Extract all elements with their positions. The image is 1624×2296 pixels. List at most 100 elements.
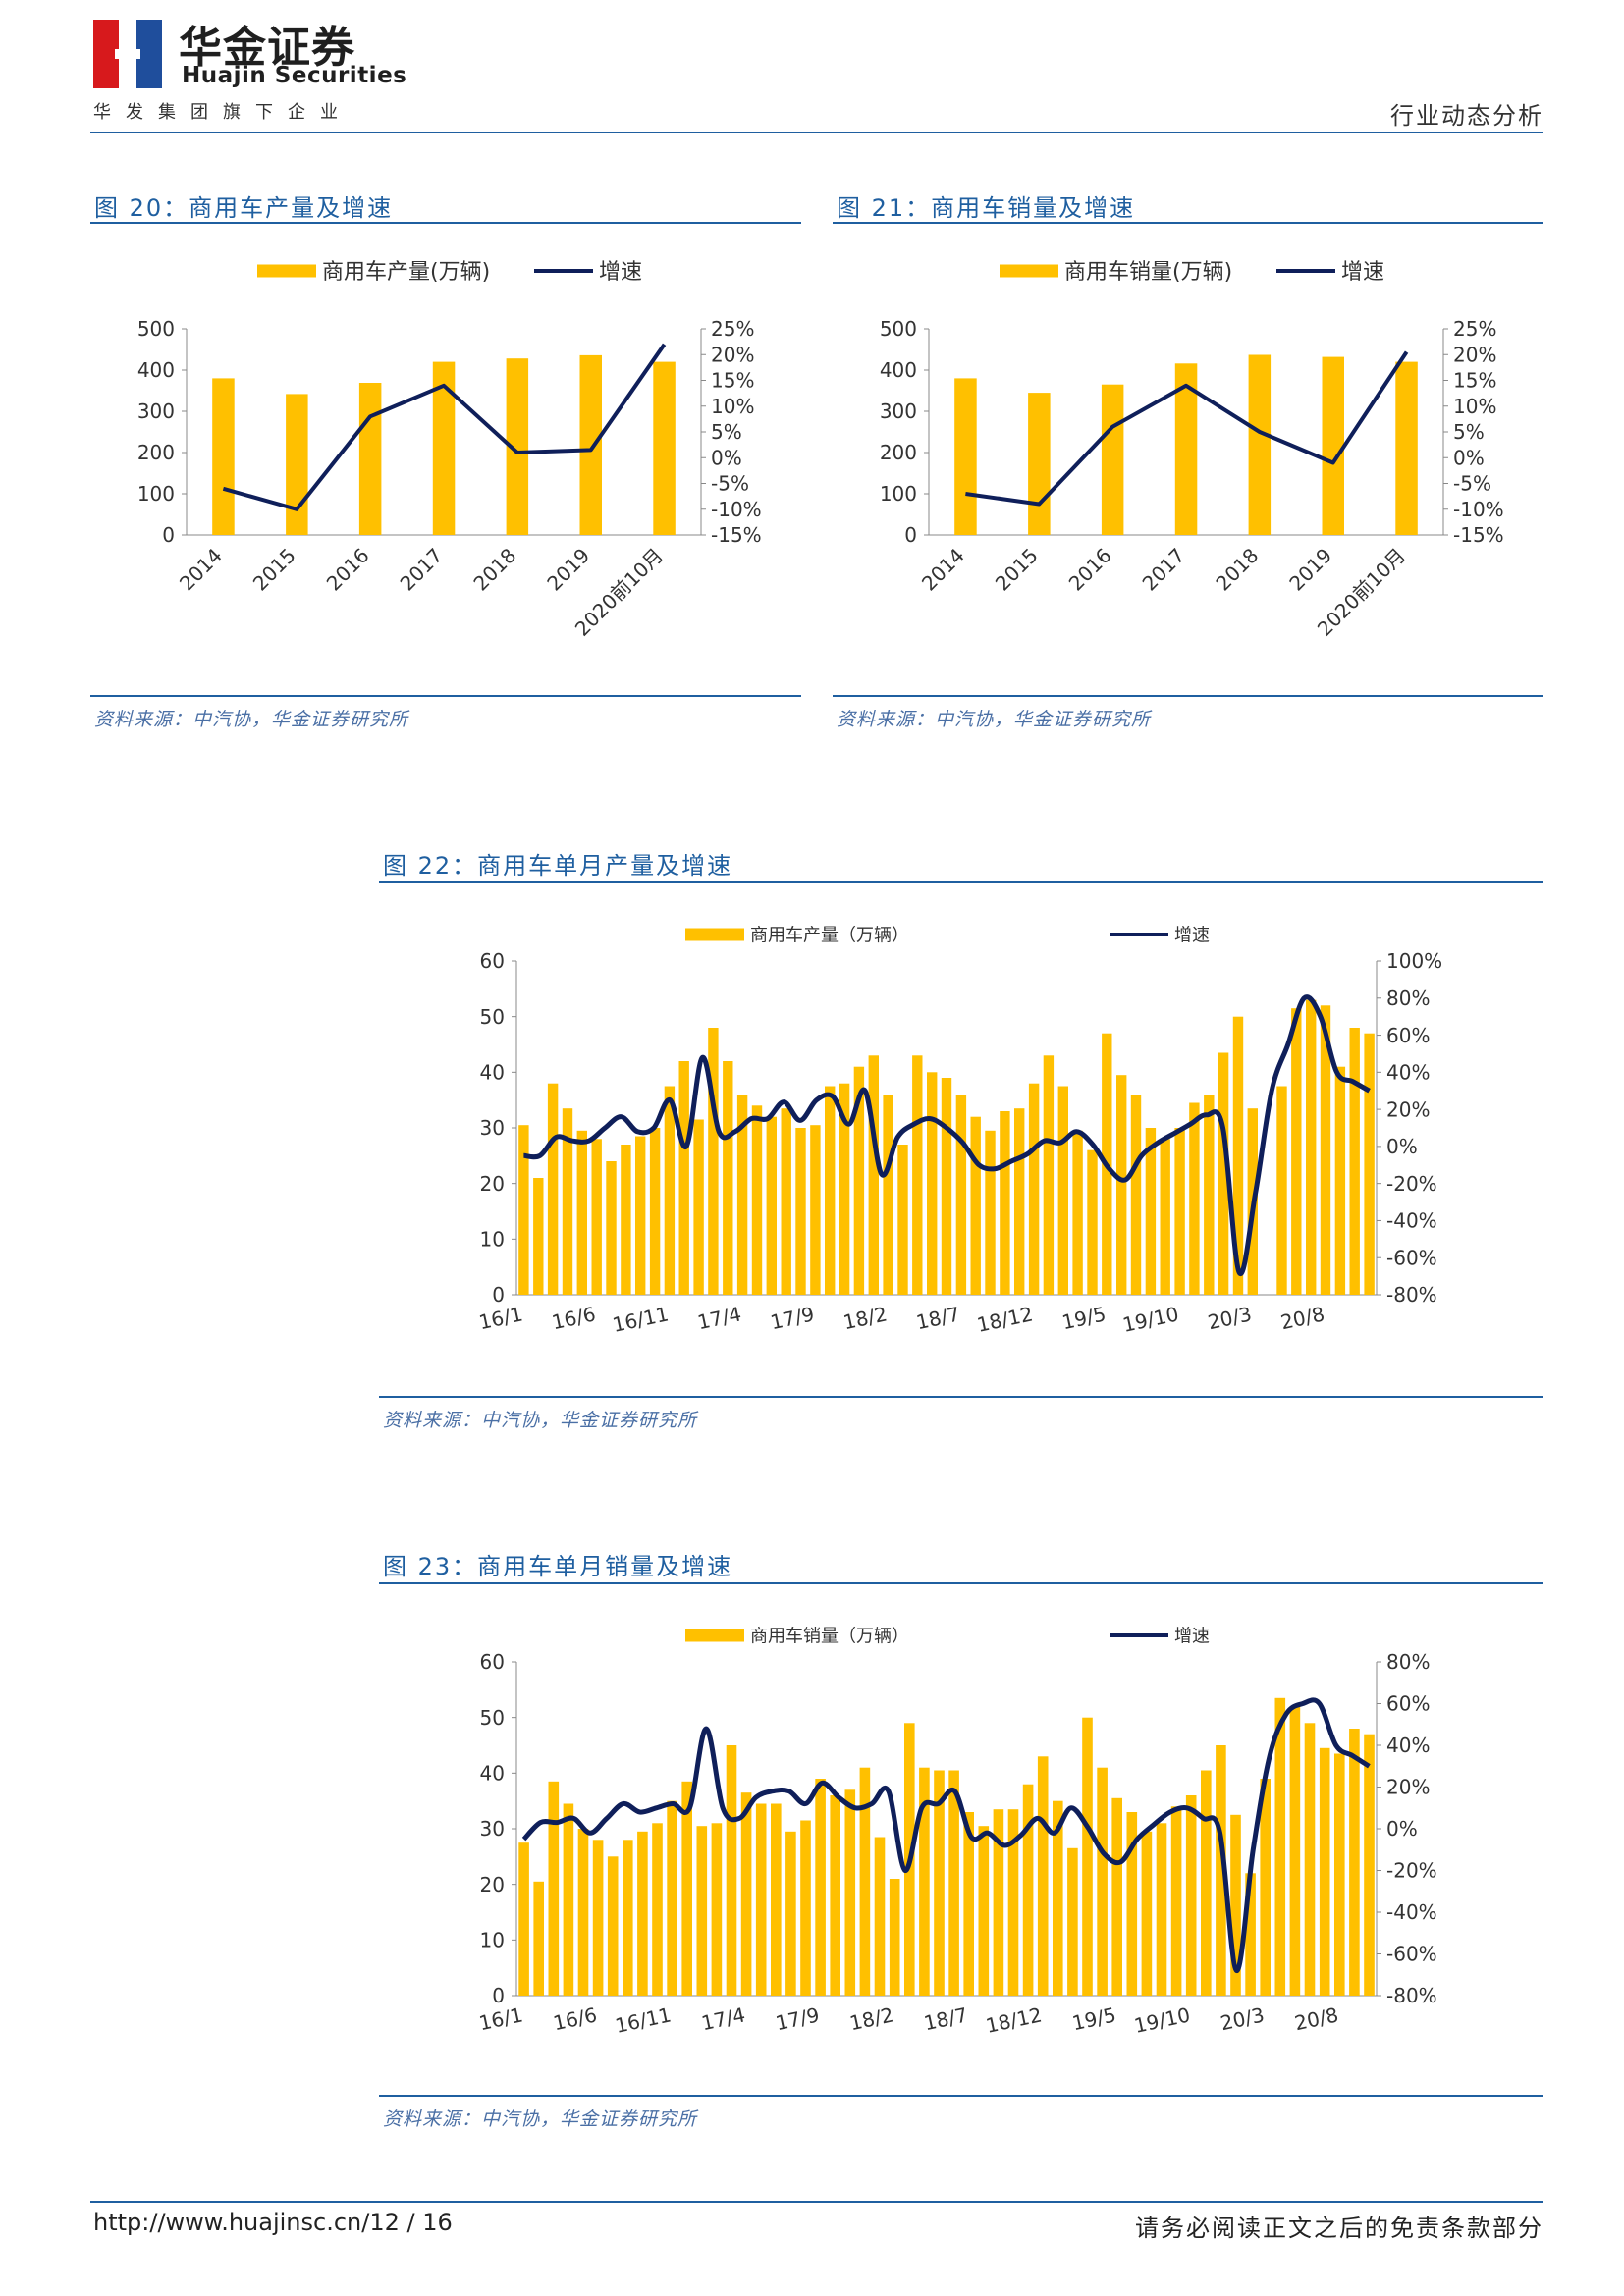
x-tick-label: 2018 (468, 544, 520, 596)
right-tick-label: -40% (1386, 1900, 1437, 1924)
bar (518, 1125, 529, 1295)
x-tick-label: 2014 (175, 544, 227, 596)
bar (1145, 1128, 1157, 1295)
bar (708, 1028, 719, 1295)
x-tick-label: 18/7 (914, 1302, 962, 1334)
x-tick-label: 18/7 (922, 2002, 970, 2035)
bar (1141, 1831, 1153, 1996)
x-tick-label: 2019 (542, 544, 594, 596)
figure-23-source: 资料来源：中汽协，华金证券研究所 (383, 2109, 698, 2130)
right-tick-label: 25% (711, 317, 754, 341)
header-divider (90, 132, 1543, 133)
x-tick-label: 19/10 (1120, 1302, 1180, 1336)
right-tick-label: 40% (1386, 1734, 1430, 1757)
bar (941, 1078, 952, 1295)
bar (795, 1128, 806, 1295)
right-tick-label: 0% (1386, 1817, 1418, 1841)
right-tick-label: 20% (1386, 1097, 1430, 1121)
x-tick-label: 17/9 (774, 2002, 822, 2035)
bar (547, 1083, 559, 1295)
bar (985, 1130, 996, 1295)
figure-21-top-rule (833, 222, 1543, 224)
bar (740, 1792, 752, 1996)
bar (518, 1842, 529, 1996)
left-tick-label: 0 (492, 1283, 505, 1307)
bar (576, 1130, 587, 1295)
right-tick-label: -20% (1386, 1859, 1437, 1883)
left-tick-label: 300 (880, 400, 917, 423)
bar (815, 1779, 826, 1996)
legend-line-label: 增速 (599, 260, 642, 285)
x-tick-label: 16/1 (477, 1302, 525, 1334)
x-tick-label: 19/5 (1059, 1302, 1108, 1334)
figure-23-chart: 商用车销量（万辆） 增速 0 10 20 30 40 50 60 -80% -60% -40% -20%… (477, 1626, 1437, 2037)
bar (1174, 363, 1198, 535)
x-tick-label: 16/11 (613, 2002, 673, 2037)
bar (286, 394, 308, 535)
bar (830, 1795, 840, 1996)
left-tick-label: 500 (880, 317, 917, 341)
right-tick-label: 15% (711, 369, 754, 393)
legend-bar-label: 商用车产量(万辆) (322, 260, 490, 285)
footer-disclaimer: 请务必阅读正文之后的免责条款部分 (1135, 2215, 1543, 2242)
left-tick-label: 0 (162, 523, 175, 547)
bar (868, 1055, 879, 1295)
right-tick-label: 25% (1453, 317, 1496, 341)
left-tick-label: 0 (492, 1984, 505, 2007)
left-tick-label: 100 (880, 482, 917, 506)
bar (562, 1108, 573, 1295)
left-tick-label: 40 (480, 1762, 505, 1786)
x-tick-label: 20/8 (1292, 2002, 1340, 2035)
left-tick-label: 30 (480, 1817, 505, 1841)
legend-bar-label: 商用车产量（万辆） (750, 925, 909, 945)
left-tick-label: 20 (480, 1172, 505, 1196)
bar (1274, 1697, 1286, 1996)
bar (1349, 1028, 1360, 1295)
footer-url-page: http://www.huajinsc.cn/12 / 16 (93, 2209, 453, 2236)
x-tick-label: 16/11 (611, 1302, 671, 1336)
x-tick-label: 17/9 (768, 1302, 816, 1334)
figure-21-chart: 商用车销量(万辆) 增速 0 100 200 300 400 500 -15%-10%-5% 0%… (880, 260, 1504, 641)
bar (766, 1116, 777, 1295)
bar (621, 1145, 631, 1295)
huajin-logo-icon (93, 20, 162, 88)
figure-22-chart: 商用车产量（万辆） 增速 0 10 20 30 40 50 60 -80% -60% -40% -20%… (477, 925, 1443, 1336)
document-type: 行业动态分析 (1390, 102, 1543, 130)
right-tick-label: 60% (1386, 1024, 1430, 1047)
brand-name-en: Huajin Securities (182, 63, 407, 88)
bar (1291, 1008, 1302, 1295)
bar (653, 361, 676, 535)
figure-21-title: 图 21：商用车销量及增速 (837, 194, 1136, 222)
legend-line-label: 增速 (1174, 1626, 1210, 1646)
right-tick-label: 80% (1386, 1650, 1430, 1674)
bar (755, 1803, 767, 1996)
bar (1306, 999, 1317, 1295)
bar (1130, 1095, 1142, 1295)
bar (635, 1136, 646, 1295)
right-tick-label: 60% (1386, 1692, 1430, 1716)
figure-20-bottom-rule (90, 695, 801, 697)
brand-name-cn: 华金证券 (179, 23, 355, 73)
bar (1043, 1055, 1055, 1295)
left-tick-label: 400 (137, 358, 175, 382)
bar (844, 1789, 856, 1996)
left-tick-label: 200 (880, 441, 917, 464)
bar (696, 1826, 708, 1996)
bar (839, 1083, 850, 1295)
legend-line-label: 增速 (1341, 260, 1384, 285)
bar (1349, 1729, 1360, 1996)
bar (874, 1837, 886, 1996)
bar (623, 1840, 633, 1996)
right-tick-label: -10% (1453, 498, 1504, 521)
right-tick-label: 0% (1453, 446, 1485, 469)
bar (1216, 1745, 1226, 1996)
right-tick-label: 10% (711, 395, 754, 418)
left-tick-label: 500 (137, 317, 175, 341)
bar (978, 1826, 990, 1996)
bar (652, 1823, 663, 1996)
bar (1057, 1086, 1068, 1295)
left-tick-label: 200 (137, 441, 175, 464)
right-tick-label: -80% (1386, 1283, 1437, 1307)
right-tick-label: 20% (711, 343, 754, 366)
left-tick-label: 20 (480, 1873, 505, 1896)
